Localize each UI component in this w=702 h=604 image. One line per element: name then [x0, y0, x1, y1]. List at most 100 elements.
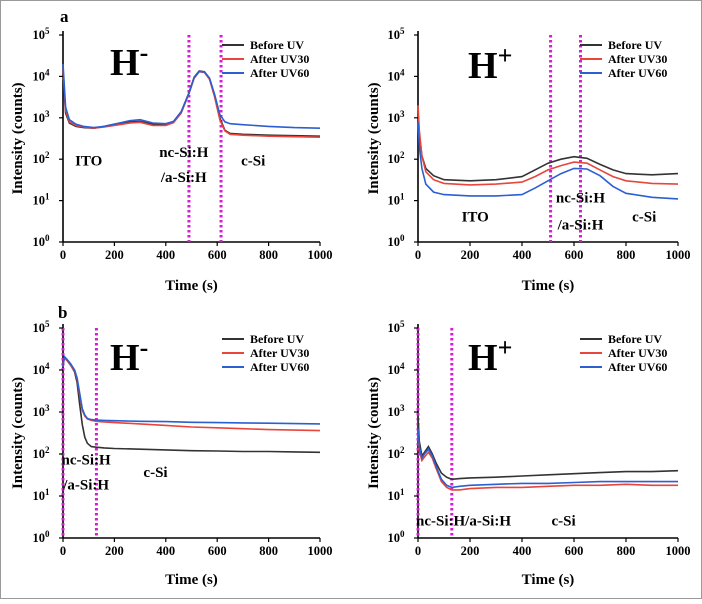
- legend-entry: After UV30: [608, 346, 667, 360]
- x-tick-label: 0: [415, 248, 421, 262]
- y-tick-label: 105: [388, 319, 406, 335]
- y-tick-label: 100: [33, 233, 51, 249]
- legend-entry: Before UV: [250, 332, 304, 346]
- ion-label: H-: [110, 333, 148, 379]
- series-line-after-uv60: [417, 428, 678, 489]
- region-label: ITO: [75, 153, 102, 169]
- y-tick-label: 101: [388, 192, 406, 208]
- region-label: nc-Si:H: [556, 191, 606, 207]
- region-label: /a-Si:H: [557, 218, 604, 234]
- x-tick-label: 800: [259, 544, 278, 558]
- chart-a-right: 0 200 400 600 800 1000 100 101 102 103 104 105 Time …: [366, 26, 691, 294]
- x-tick-label: 400: [156, 544, 175, 558]
- x-tick-label: 200: [461, 248, 480, 262]
- chart-a-left: 0 200 400 600 800 1000 100 101 102 103 104 105 Time …: [10, 26, 333, 294]
- region-label: c-Si: [241, 153, 265, 169]
- ion-label: H-: [110, 38, 148, 84]
- series-line-after-uv60: [62, 63, 321, 129]
- y-tick-label: 102: [33, 445, 51, 461]
- y-tick-label: 102: [388, 445, 406, 461]
- region-label: nc-Si:H: [62, 453, 112, 469]
- x-tick-label: 400: [513, 248, 532, 262]
- series-line-before-uv: [417, 416, 679, 481]
- x-tick-label: 800: [617, 544, 636, 558]
- y-tick-label: 103: [388, 109, 406, 125]
- y-tick-label: 100: [33, 529, 51, 545]
- y-tick-label: 105: [388, 26, 406, 42]
- x-tick-label: 800: [617, 248, 636, 262]
- charts-group: 0 200 400 600 800 1000100101102103104105Time …: [10, 26, 691, 588]
- legend-entry: After UV60: [250, 66, 309, 80]
- x-tick-label: 600: [565, 248, 584, 262]
- y-tick-label: 104: [388, 67, 406, 83]
- panel-label-b: b: [58, 303, 67, 322]
- y-axis-label: Intensity (counts): [366, 82, 382, 194]
- x-tick-label: 0: [60, 544, 66, 558]
- x-tick-label: 600: [208, 544, 227, 558]
- x-tick-label: 1000: [308, 544, 333, 558]
- y-tick-label: 101: [388, 487, 406, 503]
- ion-label: H+: [468, 41, 512, 87]
- x-tick-label: 200: [461, 544, 480, 558]
- x-tick-label: 600: [565, 544, 584, 558]
- y-tick-label: 105: [33, 26, 51, 42]
- region-label: /a-Si:H: [160, 170, 207, 186]
- y-tick-label: 101: [33, 192, 51, 208]
- y-tick-label: 102: [33, 150, 51, 166]
- ion-label: H+: [468, 333, 512, 379]
- region-label: ITO: [462, 209, 489, 225]
- x-axis-label: Time (s): [165, 278, 218, 294]
- legend-entry: After UV60: [608, 360, 667, 374]
- region-label: /a-Si:H: [62, 478, 109, 494]
- legend-entry: Before UV: [608, 38, 662, 52]
- region-label: c-Si: [632, 209, 656, 225]
- x-tick-label: 0: [60, 248, 66, 262]
- x-tick-label: 1000: [308, 248, 333, 262]
- y-tick-label: 103: [388, 403, 406, 419]
- x-tick-label: 400: [156, 248, 175, 262]
- x-axis-label: Time (s): [522, 278, 575, 294]
- y-axis-label: Intensity (counts): [10, 82, 26, 194]
- panel-label-a: a: [60, 7, 69, 26]
- x-tick-label: 200: [105, 248, 124, 262]
- legend-entry: Before UV: [608, 332, 662, 346]
- legend-entry: After UV30: [250, 52, 309, 66]
- legend-entry: After UV30: [608, 52, 667, 66]
- region-label: c-Si: [143, 465, 167, 481]
- y-tick-label: 100: [388, 233, 406, 249]
- legend-entry: After UV60: [250, 360, 309, 374]
- region-label: nc-Si:H: [159, 145, 209, 161]
- x-tick-label: 0: [415, 544, 421, 558]
- legend-entry: After UV30: [250, 346, 309, 360]
- legend-entry: After UV60: [608, 66, 667, 80]
- x-tick-label: 1000: [666, 248, 691, 262]
- y-tick-label: 104: [33, 67, 51, 83]
- chart-b-right: 0 200 400 600 800 1000 100 101 102 103 104 105 Time …: [366, 319, 691, 588]
- x-tick-label: 1000: [666, 544, 691, 558]
- x-axis-label: Time (s): [522, 572, 575, 588]
- y-tick-label: 103: [33, 403, 51, 419]
- y-tick-label: 102: [388, 150, 406, 166]
- series-line-after-uv30: [417, 105, 679, 186]
- legend-entry: Before UV: [250, 38, 304, 52]
- x-tick-label: 800: [259, 248, 278, 262]
- y-tick-label: 105: [33, 319, 51, 335]
- y-axis-label: Intensity (counts): [366, 377, 382, 489]
- series-line-after-uv30: [417, 433, 678, 491]
- y-tick-label: 104: [388, 361, 406, 377]
- y-tick-label: 104: [33, 361, 51, 377]
- region-label: c-Si: [552, 513, 576, 529]
- region-label: nc-Si:H/a-Si:H: [416, 513, 511, 529]
- y-tick-label: 100: [388, 529, 406, 545]
- chart-b-left: 0 200 400 600 800 1000 100 101 102 103 104 105 Time …: [10, 319, 333, 588]
- series-line-after-uv60: [62, 354, 321, 425]
- y-tick-label: 101: [33, 487, 51, 503]
- series-line-after-uv60: [417, 121, 679, 200]
- x-axis-label: Time (s): [165, 572, 218, 588]
- y-axis-label: Intensity (counts): [10, 377, 26, 489]
- x-tick-label: 200: [105, 544, 124, 558]
- y-tick-label: 103: [33, 109, 51, 125]
